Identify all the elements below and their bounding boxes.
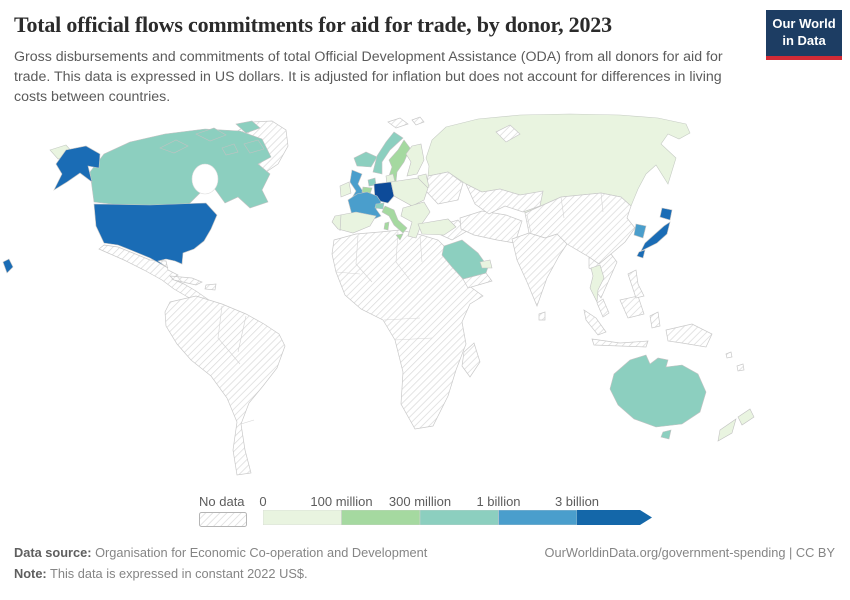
note-value: This data is expressed in constant 2022 … bbox=[50, 566, 308, 581]
country-canada-arctic-2[interactable] bbox=[195, 127, 227, 142]
country-iceland[interactable] bbox=[353, 151, 378, 168]
country-canada-arctic-3[interactable] bbox=[235, 120, 261, 134]
region-south-america[interactable] bbox=[164, 295, 286, 476]
no-data-label: No data bbox=[199, 494, 245, 509]
region-malay-peninsula[interactable] bbox=[596, 298, 610, 318]
island-sicily[interactable] bbox=[395, 233, 404, 241]
legend-tick-2: 300 million bbox=[388, 494, 452, 509]
legend-bin-1[interactable] bbox=[341, 509, 421, 526]
legend-bin-3[interactable] bbox=[498, 509, 578, 526]
island-madagascar[interactable] bbox=[461, 342, 481, 378]
country-usa[interactable] bbox=[93, 202, 218, 269]
island-hispaniola[interactable] bbox=[204, 283, 217, 291]
note-line: Note: This data is expressed in constant… bbox=[14, 566, 427, 581]
legend-bin-4-arrow[interactable] bbox=[577, 510, 652, 525]
island-svalbard[interactable] bbox=[387, 117, 409, 129]
country-usa-alaska[interactable] bbox=[53, 145, 101, 191]
country-new-zealand-north[interactable] bbox=[737, 408, 755, 426]
country-japan-honshu[interactable] bbox=[640, 221, 671, 252]
data-source-line: Data source: Organisation for Economic C… bbox=[14, 545, 427, 560]
country-south-korea[interactable] bbox=[633, 223, 647, 239]
country-ireland[interactable] bbox=[339, 181, 352, 198]
data-source-label: Data source: bbox=[14, 545, 92, 560]
country-italy[interactable] bbox=[381, 205, 408, 234]
legend-no-data: No data bbox=[199, 494, 259, 530]
island-tasmania[interactable] bbox=[660, 429, 672, 440]
region-central-europe[interactable] bbox=[390, 177, 429, 207]
country-turkey[interactable] bbox=[417, 218, 457, 236]
donor-countries bbox=[2, 120, 755, 442]
country-canada[interactable] bbox=[89, 128, 272, 209]
country-australia[interactable] bbox=[609, 354, 707, 428]
country-finland[interactable] bbox=[405, 143, 425, 177]
country-usa-hawaii[interactable] bbox=[2, 258, 14, 274]
island-novaya-zemlya[interactable] bbox=[495, 124, 521, 143]
legend-tick-4: 3 billion bbox=[554, 494, 600, 509]
footer-left: Data source: Organisation for Economic C… bbox=[14, 545, 427, 587]
note-label: Note: bbox=[14, 566, 47, 581]
owid-logo-line2: in Data bbox=[782, 32, 826, 48]
island-svalbard-2[interactable] bbox=[411, 116, 425, 126]
island-sumatra[interactable] bbox=[583, 309, 607, 336]
chart-header: Total official flows commitments for aid… bbox=[14, 12, 759, 107]
region-iran-pakistan[interactable] bbox=[459, 210, 523, 244]
country-borders bbox=[175, 192, 604, 425]
chart-title: Total official flows commitments for aid… bbox=[14, 12, 612, 37]
island-sri-lanka[interactable] bbox=[538, 311, 546, 321]
country-japan-hokkaido[interactable] bbox=[659, 207, 673, 221]
hudson-bay bbox=[191, 163, 219, 195]
country-philippines[interactable] bbox=[627, 269, 645, 299]
legend-tick-0: 0 bbox=[259, 494, 267, 509]
country-switzerland[interactable] bbox=[374, 202, 385, 210]
country-norway[interactable] bbox=[372, 131, 404, 175]
owid-logo-line1: Our World bbox=[772, 16, 836, 31]
legend-bin-2[interactable] bbox=[419, 509, 499, 526]
country-canada-arctic-1[interactable] bbox=[159, 139, 189, 154]
country-cuba[interactable] bbox=[169, 275, 203, 286]
island-new-guinea[interactable] bbox=[665, 323, 713, 348]
legend-color-strip[interactable] bbox=[262, 509, 655, 526]
island-java[interactable] bbox=[591, 338, 649, 348]
country-india[interactable] bbox=[511, 232, 568, 307]
legend-tick-3: 1 billion bbox=[476, 494, 521, 509]
no-data-swatch[interactable] bbox=[199, 512, 247, 527]
country-uae[interactable] bbox=[479, 259, 493, 269]
island-sardinia[interactable] bbox=[383, 221, 390, 231]
legend-ticks: 0 100 million 300 million 1 billion 3 bi… bbox=[259, 494, 663, 510]
legend-bin-0[interactable] bbox=[262, 509, 342, 526]
island-pacific-2[interactable] bbox=[725, 351, 733, 359]
world-map[interactable] bbox=[0, 112, 850, 492]
portugal-border bbox=[339, 214, 342, 232]
legend-colorbar: 0 100 million 300 million 1 billion 3 bi… bbox=[259, 494, 663, 528]
owid-logo[interactable]: Our World in Data bbox=[766, 10, 842, 60]
island-sulawesi[interactable] bbox=[649, 311, 661, 329]
region-balkans-greece[interactable] bbox=[400, 201, 431, 239]
country-canada-arctic-4[interactable] bbox=[243, 139, 265, 154]
legend-tick-1: 100 million bbox=[310, 494, 373, 509]
chart-footer: Data source: Organisation for Economic C… bbox=[14, 545, 835, 587]
footer-link[interactable]: OurWorldinData.org/government-spending |… bbox=[544, 545, 835, 560]
country-spain[interactable] bbox=[331, 211, 377, 234]
country-canada-arctic-5[interactable] bbox=[221, 143, 239, 156]
island-borneo[interactable] bbox=[619, 295, 645, 319]
country-new-zealand-south[interactable] bbox=[717, 418, 737, 442]
country-japan-kyushu[interactable] bbox=[636, 249, 646, 259]
country-thailand[interactable] bbox=[589, 264, 605, 304]
country-saudi-arabia[interactable] bbox=[441, 239, 489, 280]
chart-subtitle: Gross disbursements and commitments of t… bbox=[14, 49, 723, 106]
data-source-value[interactable]: Organisation for Economic Co-operation a… bbox=[95, 545, 428, 560]
island-pacific-1[interactable] bbox=[736, 363, 745, 372]
